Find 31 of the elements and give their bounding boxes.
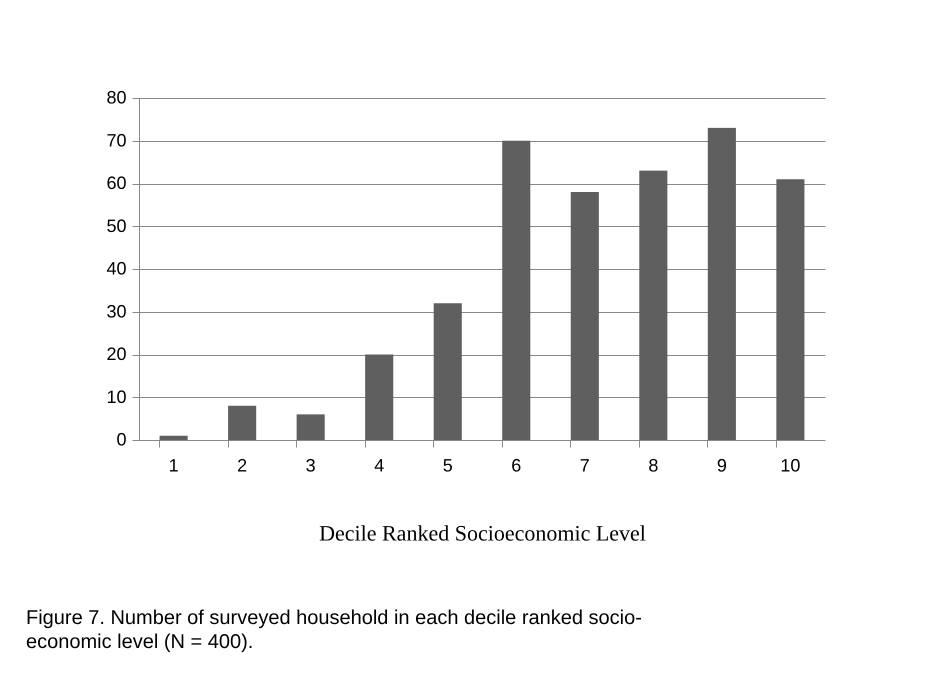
y-tick-label: 70 bbox=[106, 130, 126, 150]
x-tick-label: 4 bbox=[374, 456, 384, 476]
bar bbox=[160, 436, 188, 440]
caption: Figure 7. Number of surveyed household in each decile ranked socio-economic level (N = 400). bbox=[26, 606, 643, 654]
y-tick-label: 20 bbox=[106, 344, 126, 364]
y-tick-label: 30 bbox=[106, 301, 126, 322]
x-tick-label: 1 bbox=[168, 456, 179, 476]
y-tick-label: 50 bbox=[106, 216, 126, 236]
bar bbox=[365, 354, 394, 440]
x-tick-label: 6 bbox=[511, 456, 522, 476]
x-axis-title: Decile Ranked Socioeconomic Level bbox=[319, 520, 646, 546]
y-tick-label: 40 bbox=[106, 258, 126, 278]
x-tick-label: 2 bbox=[237, 456, 248, 476]
y-tick-label: 60 bbox=[106, 173, 126, 193]
x-tick-label: 8 bbox=[648, 456, 658, 476]
x-tick-label: 10 bbox=[780, 456, 800, 476]
x-tick-label: 7 bbox=[580, 456, 590, 476]
y-tick-label: 80 bbox=[106, 88, 126, 108]
bar bbox=[639, 170, 668, 440]
bar bbox=[296, 414, 325, 440]
x-tick-label: 5 bbox=[442, 456, 453, 476]
y-tick-label: 0 bbox=[116, 430, 126, 450]
bar bbox=[708, 128, 736, 440]
y-tick-label: 10 bbox=[106, 386, 126, 407]
bar bbox=[434, 303, 462, 440]
bar bbox=[776, 179, 804, 440]
x-tick-label: 9 bbox=[716, 456, 727, 476]
bar bbox=[570, 192, 599, 440]
bar bbox=[502, 140, 530, 440]
x-tick-label: 3 bbox=[306, 456, 316, 476]
bar bbox=[228, 406, 256, 440]
